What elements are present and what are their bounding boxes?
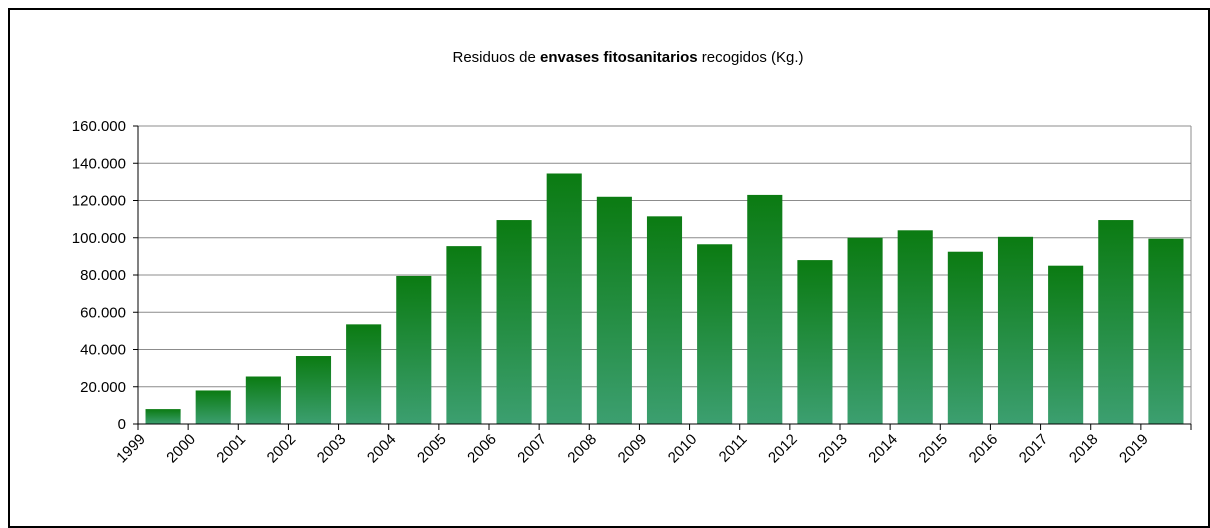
y-tick-label: 80.000	[80, 267, 126, 284]
bar	[245, 376, 281, 424]
chart-title: Residuos de envases fitosanitarios recog…	[452, 49, 803, 66]
title-bold: envases fitosanitarios	[540, 49, 698, 66]
bar	[596, 196, 632, 424]
bar	[295, 356, 332, 424]
bar	[847, 237, 883, 424]
bar	[145, 409, 181, 424]
bar	[396, 275, 432, 424]
bar	[446, 246, 482, 424]
y-tick-label: 120.000	[72, 193, 126, 210]
bar	[897, 230, 933, 424]
y-tick-label: 20.000	[80, 379, 126, 396]
bar	[797, 260, 833, 424]
bar	[697, 244, 733, 424]
bar	[496, 220, 532, 424]
bar	[1148, 238, 1184, 424]
title-part: Residuos de	[452, 49, 535, 66]
y-tick-label: 160.000	[72, 118, 126, 135]
bar	[1098, 220, 1134, 424]
y-tick-label: 60.000	[80, 304, 126, 321]
bar	[1048, 265, 1084, 424]
y-tick-label: 100.000	[72, 230, 126, 247]
bar	[747, 194, 783, 424]
bar	[195, 390, 231, 424]
bar	[997, 236, 1034, 424]
bar	[546, 173, 582, 424]
y-tick-label: 0	[118, 416, 126, 433]
bar	[346, 324, 382, 424]
y-tick-label: 140.000	[72, 155, 126, 172]
bar	[947, 251, 983, 424]
bar	[646, 216, 683, 424]
title-part: recogidos (Kg.)	[702, 49, 804, 66]
y-tick-label: 40.000	[80, 342, 126, 359]
